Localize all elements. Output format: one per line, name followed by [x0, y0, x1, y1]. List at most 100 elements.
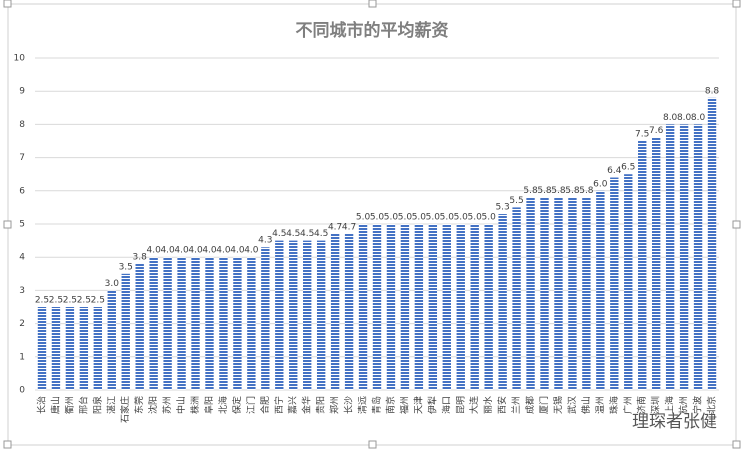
- selection-handles: [3, 0, 741, 449]
- value-label: 4.0: [230, 246, 245, 256]
- y-tick-label: 10: [14, 54, 26, 64]
- value-label: 4.5: [286, 229, 300, 239]
- bar: [442, 224, 451, 390]
- x-tick-label: 成都: [524, 396, 536, 414]
- value-label: 2.5: [49, 296, 63, 306]
- chart-title: 不同城市的平均薪资: [296, 20, 449, 41]
- x-tick-label: 嘉兴: [287, 396, 299, 414]
- bar: [610, 177, 619, 390]
- y-tick-label: 5: [19, 220, 25, 230]
- x-tick-label: 无锡: [553, 396, 564, 414]
- x-tick-label: 保定: [231, 396, 243, 414]
- x-tick-label: 合肥: [259, 396, 271, 414]
- value-label: 4.3: [258, 236, 272, 246]
- value-label: 5.0: [440, 213, 455, 223]
- y-tick-label: 7: [19, 153, 25, 163]
- value-label: 5.0: [482, 213, 497, 223]
- x-tick-label: 厦门: [538, 396, 550, 414]
- x-tick-label: 中山: [175, 396, 187, 414]
- value-label: 5.0: [468, 213, 483, 223]
- x-tick-label: 宁波: [692, 396, 704, 414]
- x-tick-label: 天津: [413, 396, 424, 414]
- value-label: 8.0: [677, 113, 692, 123]
- bar: [344, 233, 354, 390]
- x-tick-label: 衢州: [63, 396, 75, 414]
- value-label: 7.6: [649, 126, 664, 136]
- x-tick-label: 西宁: [273, 396, 285, 414]
- value-label: 4.0: [202, 246, 217, 256]
- value-label: 4.0: [174, 246, 189, 256]
- value-label: 4.0: [160, 246, 175, 256]
- x-tick-label: 深圳: [651, 396, 662, 414]
- bar: [568, 197, 577, 390]
- x-tick-label: 郑州: [329, 396, 341, 414]
- bar: [665, 124, 675, 391]
- bar: [679, 124, 689, 391]
- value-label: 2.5: [35, 296, 49, 306]
- bar: [121, 273, 130, 390]
- bar: [582, 197, 591, 390]
- x-tick-label: 上海: [664, 396, 676, 414]
- y-tick-label: 6: [19, 186, 25, 196]
- bar: [289, 240, 298, 390]
- bar: [638, 141, 647, 390]
- x-tick-label: 西安: [496, 396, 508, 414]
- x-tick-label: 湛江: [106, 396, 117, 414]
- bar: [233, 257, 242, 390]
- value-label: 5.8: [551, 186, 566, 196]
- value-label: 8.0: [663, 113, 678, 123]
- bar: [484, 224, 493, 390]
- bar: [163, 257, 172, 390]
- value-label: 5.0: [426, 213, 441, 223]
- bar: [177, 257, 186, 390]
- value-label: 4.5: [272, 229, 286, 239]
- bar: [400, 224, 410, 390]
- bar: [358, 224, 368, 390]
- bar: [261, 247, 270, 390]
- x-tick-label: 丽水: [482, 396, 494, 414]
- x-tick-label: 金华: [301, 396, 313, 414]
- value-label: 4.5: [300, 229, 314, 239]
- value-label: 2.5: [91, 296, 105, 306]
- bar: [191, 257, 200, 390]
- x-tick-label: 贵阳: [315, 396, 327, 414]
- bar: [219, 257, 228, 390]
- x-tick-label: 珠海: [608, 396, 620, 414]
- bar: [316, 240, 326, 390]
- bar: [554, 197, 563, 390]
- y-tick-label: 8: [19, 120, 25, 130]
- x-tick-label: 武汉: [566, 396, 578, 414]
- value-label: 5.8: [523, 186, 538, 196]
- value-label: 8.0: [691, 113, 706, 123]
- x-tick-label: 兰州: [510, 396, 522, 414]
- bar: [693, 124, 703, 391]
- x-tick-label: 石家庄: [119, 396, 131, 423]
- value-label: 2.5: [63, 296, 77, 306]
- value-label: 7.5: [635, 130, 649, 140]
- bar: [107, 290, 116, 390]
- bar: [526, 197, 535, 390]
- x-tick-label: 邢台: [77, 396, 89, 414]
- value-label: 4.0: [188, 246, 203, 256]
- x-tick-label: 大连: [468, 396, 480, 414]
- y-tick-label: 3: [19, 286, 25, 296]
- value-label: 3.8: [133, 252, 148, 262]
- value-label: 6.5: [621, 163, 635, 173]
- value-label: 4.7: [342, 222, 356, 232]
- bar: [303, 240, 312, 390]
- value-label: 4.0: [146, 246, 161, 256]
- x-tick-label: 伊犁: [426, 396, 438, 414]
- value-label: 5.0: [356, 213, 371, 223]
- x-tick-label: 株洲: [189, 396, 201, 414]
- x-tick-label: 昆明: [455, 396, 466, 414]
- value-label: 6.4: [607, 166, 622, 176]
- x-tick-label: 阜阳: [203, 396, 215, 414]
- y-tick-label: 1: [19, 352, 25, 362]
- bar: [540, 197, 549, 390]
- y-tick-label: 2: [19, 319, 25, 329]
- bar: [372, 224, 382, 390]
- value-label: 8.8: [705, 86, 720, 96]
- watermark: 理琛者张健: [632, 412, 717, 432]
